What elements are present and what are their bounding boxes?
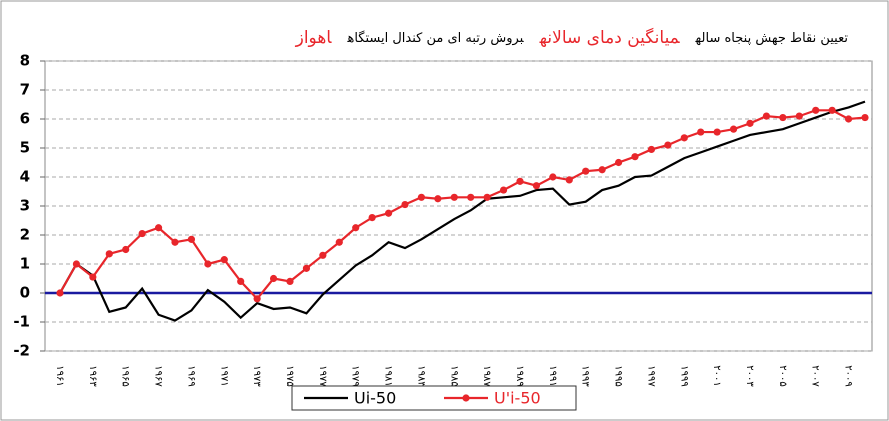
y-tick-label: 0 bbox=[20, 284, 30, 302]
point bbox=[368, 214, 376, 222]
point bbox=[154, 224, 163, 232]
x-tick-label: ۱۹۹۱ bbox=[547, 365, 558, 386]
point bbox=[483, 193, 491, 201]
x-tick-label: ۱۹۶۷ bbox=[153, 365, 164, 387]
point bbox=[286, 277, 294, 285]
y-tick-label: 2 bbox=[20, 226, 30, 244]
point bbox=[828, 106, 836, 114]
point bbox=[582, 167, 590, 175]
title-part: بروش رتبه ای من کندال ایستگاه bbox=[346, 30, 524, 46]
title-part: تعیین نقاط جهش پنجاه ساله bbox=[695, 31, 849, 46]
point bbox=[220, 256, 228, 264]
point bbox=[631, 153, 639, 161]
point bbox=[844, 115, 853, 123]
point bbox=[434, 195, 442, 203]
point bbox=[352, 224, 360, 232]
point bbox=[204, 260, 212, 268]
y-tick-label: 1 bbox=[20, 255, 30, 273]
y-tick-label: 6 bbox=[20, 110, 30, 128]
x-tick-label: ۱۹۷۹ bbox=[350, 365, 361, 386]
title-part: اهواز bbox=[295, 28, 333, 48]
x-tick-label: ۲۰۰۹ bbox=[843, 365, 854, 386]
x-tick-label: ۲۰۰۱ bbox=[711, 365, 722, 386]
y-tick-label: 3 bbox=[20, 197, 30, 215]
point bbox=[319, 251, 327, 259]
point bbox=[302, 264, 311, 272]
point bbox=[779, 113, 787, 122]
point bbox=[664, 141, 672, 149]
y-tick-label: -2 bbox=[13, 342, 30, 360]
y-tick-label: 8 bbox=[20, 52, 30, 70]
x-tick-label: ۱۹۸۳ bbox=[415, 365, 426, 387]
point bbox=[565, 176, 573, 184]
point bbox=[532, 182, 541, 190]
x-tick-label: ۱۹۶۳ bbox=[87, 365, 98, 387]
y-tick-label: 4 bbox=[20, 168, 30, 186]
x-tick-label: ۱۹۸۱ bbox=[383, 365, 394, 386]
x-tick-label: ۱۹۷۱ bbox=[218, 365, 229, 386]
series-line bbox=[59, 100, 866, 322]
x-tick-label: ۱۹۷۵ bbox=[284, 365, 295, 386]
x-tick-label: ۱۹۶۱ bbox=[54, 365, 65, 386]
x-tick-label: ۱۹۶۹ bbox=[185, 365, 196, 386]
point bbox=[680, 134, 688, 142]
point bbox=[729, 125, 738, 133]
legend-label: U'i-50 bbox=[494, 389, 541, 408]
point bbox=[56, 289, 64, 297]
x-tick-label: ۱۹۸۹ bbox=[514, 365, 525, 386]
x-tick-label: ۲۰۰۵ bbox=[777, 365, 788, 386]
x-tick-label: ۱۹۹۵ bbox=[613, 365, 624, 386]
x-tick-label: ۱۹۷۷ bbox=[317, 365, 328, 387]
point bbox=[450, 193, 458, 201]
chart-title: تعیین نقاط جهش پنجاه ساله میانگین دمای سا… bbox=[295, 27, 849, 48]
point bbox=[647, 145, 656, 154]
point bbox=[499, 186, 508, 194]
point bbox=[697, 128, 705, 136]
point bbox=[171, 238, 179, 246]
point bbox=[795, 112, 803, 120]
point bbox=[122, 245, 130, 254]
point bbox=[138, 229, 146, 238]
legend-label: Ui-50 bbox=[354, 389, 396, 408]
point bbox=[614, 158, 623, 167]
x-tick-label: ۱۹۹۷ bbox=[645, 365, 656, 387]
x-tick-label: ۱۹۷۳ bbox=[251, 365, 262, 387]
y-tick-label: -1 bbox=[13, 313, 30, 331]
point bbox=[549, 173, 557, 181]
point bbox=[762, 112, 771, 120]
point bbox=[598, 166, 606, 174]
point bbox=[253, 295, 261, 303]
point bbox=[89, 273, 97, 281]
y-tick-label: 5 bbox=[20, 139, 30, 157]
x-tick-label: ۱۹۹۳ bbox=[580, 365, 591, 387]
point bbox=[417, 193, 426, 201]
point bbox=[467, 193, 475, 201]
title-part: میانگین دمای سالانه bbox=[539, 27, 680, 48]
point bbox=[812, 106, 820, 114]
point bbox=[746, 119, 754, 127]
point bbox=[72, 260, 81, 268]
x-tick-label: ۱۹۸۷ bbox=[481, 365, 492, 387]
point bbox=[384, 209, 393, 217]
point bbox=[335, 238, 343, 246]
point bbox=[861, 113, 869, 122]
x-tick-label: ۱۹۹۹ bbox=[678, 365, 689, 386]
x-tick-label: ۱۹۶۵ bbox=[120, 365, 131, 386]
point bbox=[401, 200, 409, 209]
y-tick-label: 7 bbox=[20, 81, 30, 99]
point bbox=[516, 177, 524, 185]
point bbox=[237, 277, 245, 285]
x-tick-label: ۲۰۰۷ bbox=[810, 365, 821, 387]
point bbox=[713, 128, 721, 136]
x-tick-label: ۱۹۸۵ bbox=[448, 365, 459, 386]
point bbox=[105, 250, 113, 258]
x-tick-label: ۲۰۰۳ bbox=[744, 365, 755, 387]
legend-marker bbox=[462, 394, 470, 402]
point bbox=[269, 274, 278, 283]
point bbox=[187, 235, 196, 243]
